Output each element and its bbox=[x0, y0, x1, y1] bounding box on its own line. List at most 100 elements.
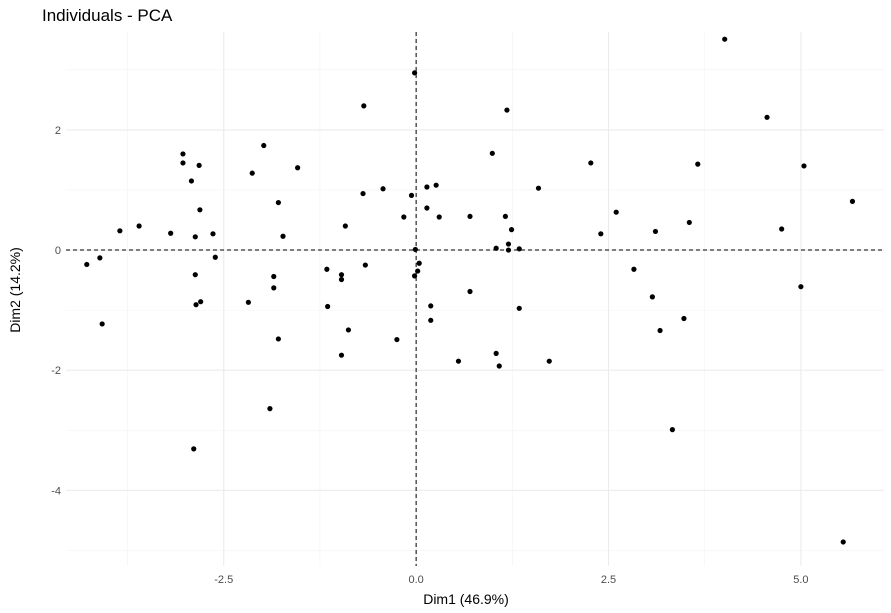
data-point bbox=[467, 213, 473, 220]
data-point bbox=[516, 246, 522, 252]
data-point bbox=[249, 170, 255, 176]
data-point bbox=[801, 163, 807, 169]
data-point bbox=[428, 303, 434, 309]
data-point bbox=[168, 230, 174, 236]
data-point bbox=[588, 160, 594, 166]
data-point bbox=[275, 336, 281, 342]
major-gridlines bbox=[66, 32, 884, 566]
x-tick-label: -2.5 bbox=[214, 574, 233, 586]
data-point bbox=[84, 261, 90, 268]
data-point bbox=[598, 231, 604, 237]
data-point bbox=[467, 288, 473, 295]
x-tick-label: 5.0 bbox=[793, 574, 808, 586]
data-point bbox=[338, 272, 345, 278]
data-point bbox=[261, 142, 267, 149]
data-point bbox=[493, 350, 499, 356]
data-point bbox=[99, 321, 105, 327]
data-point bbox=[324, 266, 330, 272]
data-point bbox=[502, 213, 508, 220]
data-point bbox=[245, 299, 251, 305]
data-point bbox=[686, 219, 692, 226]
data-point bbox=[546, 358, 552, 364]
data-point bbox=[657, 327, 663, 334]
data-point bbox=[271, 285, 277, 291]
data-point bbox=[411, 273, 418, 279]
data-point bbox=[505, 241, 512, 247]
data-point bbox=[408, 192, 415, 198]
data-point bbox=[280, 233, 286, 239]
data-point bbox=[415, 268, 421, 274]
data-point bbox=[516, 305, 522, 311]
data-point bbox=[779, 226, 785, 232]
data-point bbox=[210, 231, 216, 237]
data-point bbox=[416, 260, 422, 266]
data-point bbox=[412, 246, 418, 253]
data-point bbox=[436, 214, 442, 220]
x-axis-ticks: -2.5 0.0 2.5 5.0 bbox=[214, 574, 808, 586]
x-tick-label: 2.5 bbox=[601, 574, 616, 586]
data-point bbox=[180, 151, 186, 157]
data-point bbox=[489, 150, 495, 156]
data-point bbox=[345, 327, 352, 333]
y-tick-label: -4 bbox=[51, 485, 61, 497]
data-point bbox=[325, 303, 331, 310]
data-point bbox=[198, 299, 204, 305]
data-point bbox=[424, 205, 430, 211]
chart-title: Individuals - PCA bbox=[42, 6, 173, 25]
data-point bbox=[193, 302, 199, 308]
y-axis-ticks: -4 -2 0 2 bbox=[51, 125, 61, 497]
data-point bbox=[338, 276, 345, 283]
data-point bbox=[117, 228, 123, 234]
data-point bbox=[649, 294, 655, 300]
y-tick-label: 2 bbox=[55, 125, 61, 137]
data-point bbox=[840, 539, 846, 545]
data-point bbox=[188, 178, 195, 184]
data-point bbox=[535, 185, 542, 191]
data-point bbox=[722, 36, 728, 42]
y-tick-label: -2 bbox=[51, 365, 61, 377]
data-point bbox=[455, 358, 462, 364]
data-point bbox=[192, 272, 198, 278]
data-point bbox=[196, 162, 202, 168]
y-axis-title: Dim2 (14.2%) bbox=[7, 247, 23, 333]
y-tick-label: 0 bbox=[55, 245, 61, 257]
data-point bbox=[505, 247, 512, 253]
data-point bbox=[849, 198, 856, 204]
data-point bbox=[136, 223, 142, 229]
data-point bbox=[361, 103, 367, 109]
data-point bbox=[508, 227, 515, 233]
data-point bbox=[428, 317, 434, 323]
data-point bbox=[197, 207, 203, 213]
data-points bbox=[84, 36, 856, 545]
data-point bbox=[295, 165, 301, 171]
data-point bbox=[401, 214, 407, 220]
data-point bbox=[380, 186, 386, 192]
minor-gridlines bbox=[66, 32, 884, 566]
data-point bbox=[631, 266, 637, 272]
data-point bbox=[681, 315, 687, 322]
data-point bbox=[191, 446, 197, 452]
data-point bbox=[394, 336, 400, 343]
data-point bbox=[764, 114, 770, 120]
reference-lines bbox=[66, 32, 884, 566]
data-point bbox=[424, 184, 430, 190]
data-point bbox=[212, 254, 218, 260]
data-point bbox=[271, 273, 277, 280]
data-point bbox=[360, 190, 366, 197]
data-point bbox=[192, 234, 198, 240]
data-point bbox=[97, 255, 103, 261]
data-point bbox=[411, 70, 418, 76]
data-point bbox=[275, 199, 281, 206]
data-point bbox=[695, 161, 701, 167]
data-point bbox=[613, 209, 619, 215]
data-point bbox=[493, 245, 499, 251]
data-point bbox=[496, 363, 502, 369]
x-axis-title: Dim1 (46.9%) bbox=[423, 591, 509, 607]
data-point bbox=[652, 228, 659, 235]
data-point bbox=[180, 160, 186, 166]
data-point bbox=[267, 406, 273, 412]
data-point bbox=[504, 107, 510, 113]
data-point bbox=[798, 284, 804, 290]
data-point bbox=[342, 223, 348, 229]
